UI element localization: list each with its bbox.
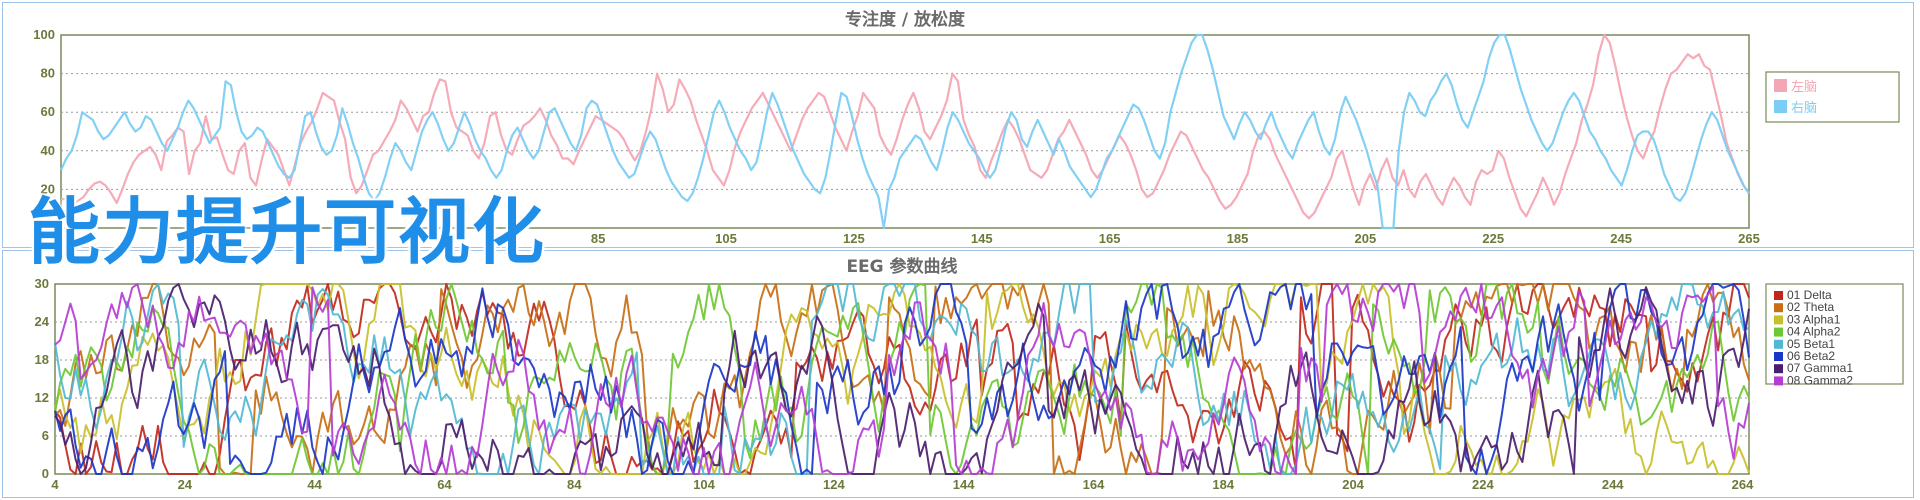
x-tick-label: 125	[843, 231, 865, 246]
chart-title: 专注度 / 放松度	[845, 9, 966, 30]
attention-relaxation-chart: 专注度 / 放松度 20 40 60 80 100 85 105 125 145 165 185 205…	[33, 9, 1900, 246]
legend	[1765, 71, 1900, 123]
series-line-06 Beta2	[54, 283, 1750, 475]
x-tick-label: 165	[1099, 231, 1121, 246]
legend	[1765, 283, 1904, 385]
eeg-parameters-chart: EEG 参数曲线 0 6 12 18 24 30 4 24 44 64 84 104 124 144 164 1…	[35, 256, 1904, 492]
series-line-02 Theta	[54, 283, 1750, 475]
x-tick-label: 264	[1732, 477, 1754, 492]
legend-label: 05 Beta1	[1787, 337, 1835, 351]
y-tick-label: 60	[41, 104, 55, 119]
y-tick-label: 6	[42, 428, 49, 443]
x-tick-label: 84	[567, 477, 582, 492]
overlay-title: 能力提升可视化	[28, 190, 547, 274]
y-tick-label: 0	[42, 466, 49, 481]
x-tick-label: 24	[178, 477, 193, 492]
y-tick-label: 30	[35, 276, 49, 291]
y-tick-label: 80	[41, 66, 55, 81]
x-tick-label: 104	[693, 477, 715, 492]
legend-label: 08 Gamma2	[1787, 373, 1853, 387]
x-tick-label: 44	[307, 477, 322, 492]
legend-swatch	[1774, 364, 1783, 374]
chart-title: EEG 参数曲线	[846, 256, 957, 277]
x-tick-label: 224	[1472, 477, 1494, 492]
series-line-07 Gamma1	[54, 283, 1750, 475]
x-tick-label: 105	[715, 231, 737, 246]
x-tick-label: 164	[1083, 477, 1105, 492]
series-line-右脑	[59, 33, 1750, 230]
x-tick-label: 85	[591, 231, 605, 246]
series-line-左脑	[61, 33, 1750, 220]
series-line-08 Gamma2	[54, 283, 1750, 475]
legend-swatch	[1774, 352, 1783, 361]
legend-label: 左脑	[1791, 79, 1817, 94]
legend-label: 01 Delta	[1787, 288, 1832, 302]
x-tick-label: 225	[1482, 231, 1504, 246]
y-tick-label: 100	[33, 27, 55, 42]
attention-relaxation-panel: 专注度 / 放松度 20 40 60 80 100 85 105 125 145 165 185 205…	[2, 2, 1914, 248]
series-line-05 Beta1	[54, 283, 1750, 475]
x-tick-label: 145	[971, 231, 993, 246]
x-tick-label: 244	[1602, 477, 1624, 492]
x-tick-label: 245	[1610, 231, 1632, 246]
series-line-04 Alpha2	[54, 283, 1750, 475]
legend-swatch	[1774, 376, 1783, 386]
legend-swatch	[1774, 79, 1787, 92]
x-tick-label: 265	[1738, 231, 1760, 246]
x-tick-label: 204	[1342, 477, 1364, 492]
legend-label: 07 Gamma1	[1787, 361, 1853, 375]
x-tick-label: 184	[1212, 477, 1234, 492]
legend-label: 03 Alpha1	[1787, 312, 1841, 326]
y-tick-label: 12	[35, 390, 49, 405]
y-tick-label: 24	[35, 314, 50, 329]
legend-swatch	[1774, 291, 1783, 300]
legend-label: 02 Theta	[1787, 300, 1834, 314]
x-tick-label: 64	[437, 477, 452, 492]
x-tick-label: 185	[1227, 231, 1249, 246]
x-tick-label: 124	[823, 477, 845, 492]
y-tick-label: 20	[41, 181, 55, 196]
legend-label: 右脑	[1791, 100, 1817, 115]
legend-swatch	[1774, 339, 1783, 349]
legend-swatch	[1774, 100, 1787, 113]
legend-swatch	[1774, 303, 1783, 313]
legend-label: 04 Alpha2	[1787, 325, 1841, 339]
eeg-parameters-panel: EEG 参数曲线 0 6 12 18 24 30 4 24 44 64 84 104 124 144 164 1…	[2, 250, 1914, 498]
legend-label: 06 Beta2	[1787, 349, 1835, 363]
x-tick-label: 144	[953, 477, 975, 492]
y-tick-label: 40	[41, 143, 55, 158]
x-tick-label: 205	[1355, 231, 1377, 246]
legend-swatch	[1774, 315, 1783, 325]
x-tick-label: 4	[51, 477, 59, 492]
legend-swatch	[1774, 327, 1783, 337]
y-tick-label: 18	[35, 352, 49, 367]
